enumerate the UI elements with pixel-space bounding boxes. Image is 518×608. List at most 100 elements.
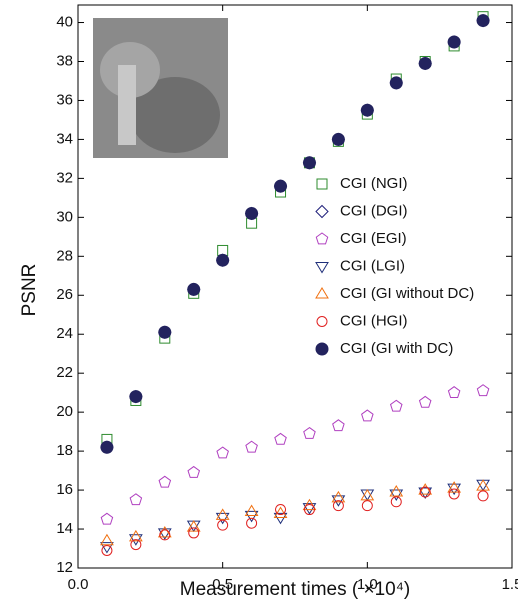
marker xyxy=(302,156,316,170)
marker xyxy=(217,519,229,531)
marker xyxy=(331,490,346,503)
marker xyxy=(129,390,143,404)
y-tick-label: 22 xyxy=(56,364,73,381)
marker xyxy=(361,409,374,422)
inset-shape xyxy=(130,77,220,153)
marker xyxy=(332,419,345,432)
marker xyxy=(158,475,172,488)
marker xyxy=(389,76,403,90)
y-tick-label: 16 xyxy=(56,481,73,498)
legend-label: CGI (GI with DC) xyxy=(340,340,453,357)
marker xyxy=(476,479,490,492)
legend-label: CGI (DGI) xyxy=(340,202,408,219)
marker xyxy=(245,206,259,220)
marker xyxy=(389,399,403,412)
marker xyxy=(360,489,375,501)
marker xyxy=(418,56,432,70)
marker xyxy=(302,503,317,515)
marker xyxy=(389,489,404,501)
marker xyxy=(418,483,433,495)
marker xyxy=(100,512,114,525)
inset-shape xyxy=(118,65,136,145)
y-tick-label: 36 xyxy=(56,91,73,108)
legend-marker xyxy=(315,262,329,274)
marker xyxy=(361,500,373,512)
marker xyxy=(100,542,114,554)
x-tick-label: 1.5 xyxy=(502,576,518,593)
marker xyxy=(303,504,315,516)
legend-label: CGI (HGI) xyxy=(340,312,408,329)
legend-label: CGI (EGI) xyxy=(340,230,407,247)
marker xyxy=(390,496,402,508)
y-tick-label: 26 xyxy=(56,286,73,303)
marker xyxy=(246,517,258,529)
marker xyxy=(360,488,375,501)
marker xyxy=(186,520,201,532)
y-tick-label: 32 xyxy=(56,169,73,186)
y-tick-label: 34 xyxy=(56,130,73,147)
marker xyxy=(332,500,344,512)
x-axis-label: Measurement times ( ×10⁴) xyxy=(180,579,410,600)
legend-marker xyxy=(315,204,329,219)
legend-marker xyxy=(315,342,329,356)
marker xyxy=(274,179,288,193)
marker xyxy=(128,534,143,546)
y-tick-label: 40 xyxy=(56,14,73,31)
marker xyxy=(331,495,346,507)
y-tick-label: 30 xyxy=(56,208,73,225)
legend-marker xyxy=(315,287,329,299)
marker xyxy=(476,479,490,491)
marker xyxy=(187,282,201,296)
marker xyxy=(215,508,230,520)
legend-label: CGI (LGI) xyxy=(340,257,405,274)
marker xyxy=(244,510,259,523)
legend-marker xyxy=(316,316,328,327)
marker xyxy=(331,132,345,146)
marker xyxy=(447,35,461,49)
marker xyxy=(188,527,200,539)
marker xyxy=(302,498,317,511)
marker xyxy=(245,440,258,453)
marker xyxy=(101,544,113,556)
marker xyxy=(447,483,462,496)
marker xyxy=(215,512,230,525)
marker xyxy=(273,506,288,518)
x-tick-label: 0.0 xyxy=(68,576,89,593)
marker xyxy=(157,525,172,538)
marker xyxy=(216,446,229,459)
marker xyxy=(275,504,287,516)
legend-label: CGI (NGI) xyxy=(340,175,408,192)
marker xyxy=(476,384,490,397)
marker xyxy=(447,481,462,493)
y-tick-label: 20 xyxy=(56,403,73,420)
marker xyxy=(159,529,171,541)
marker xyxy=(418,487,433,499)
marker xyxy=(476,14,490,28)
legend-marker xyxy=(315,232,329,245)
marker xyxy=(447,386,461,399)
y-tick-label: 38 xyxy=(56,52,73,69)
marker xyxy=(216,253,230,267)
x-tick-label: 1.0 xyxy=(357,576,378,593)
marker xyxy=(130,539,142,551)
y-tick-label: 28 xyxy=(56,247,73,264)
y-axis-label: PSNR xyxy=(19,264,40,317)
legend-marker xyxy=(316,178,328,190)
marker xyxy=(418,395,432,408)
marker xyxy=(129,493,143,506)
inset-image xyxy=(93,18,228,158)
marker xyxy=(128,529,143,542)
marker xyxy=(187,465,201,478)
marker xyxy=(100,440,114,454)
marker xyxy=(477,490,489,502)
marker xyxy=(448,488,460,500)
y-tick-label: 12 xyxy=(56,559,73,576)
marker xyxy=(273,512,288,525)
marker xyxy=(303,426,316,439)
marker xyxy=(274,432,287,445)
marker xyxy=(100,533,114,546)
marker xyxy=(389,485,404,497)
marker xyxy=(244,504,259,517)
y-tick-label: 18 xyxy=(56,442,73,459)
